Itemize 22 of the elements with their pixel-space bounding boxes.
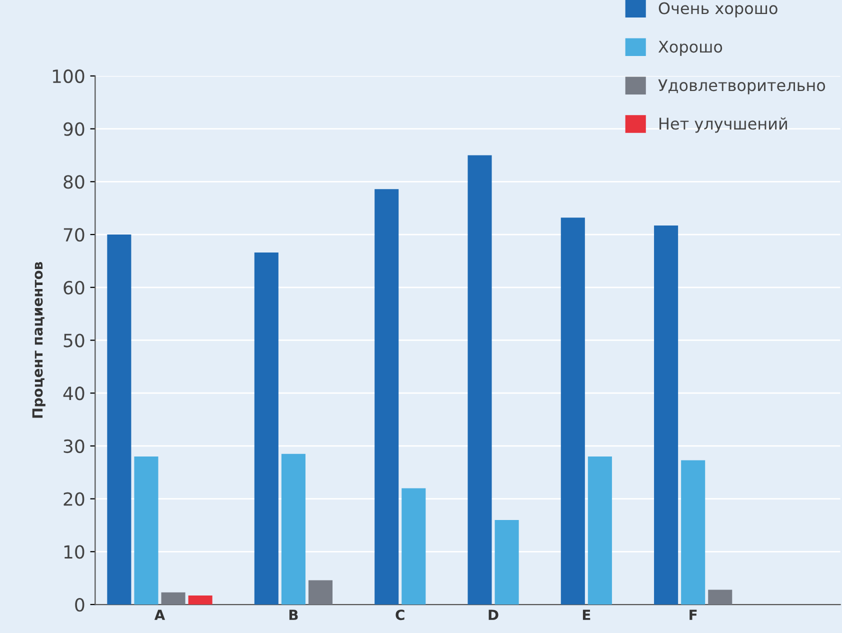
y-tick-label: 80 [64,175,84,189]
y-tick-label: 50 [64,334,84,348]
x-tick-label: A [154,610,166,620]
y-tick-label: 0 [75,598,84,612]
legend-label: Нет улучшений [660,117,787,133]
x-tick-label: F [690,610,697,620]
legend-label: Хорошо [658,40,722,56]
y-tick-label: 70 [64,228,84,242]
y-tick-label: 20 [64,492,84,506]
x-tick-label: C [396,610,404,620]
y-axis-title: Процент пациентов [32,262,46,418]
y-tick-label: 100 [52,69,84,84]
x-tick-label: D [488,610,498,620]
y-tick-label: 90 [64,122,84,136]
x-tick-label: B [289,610,298,620]
y-tick-label: 10 [64,545,84,559]
y-tick-label: 60 [64,280,84,294]
x-tick-label: E [582,610,590,620]
y-tick-label: 30 [64,439,84,454]
legend-label: Очень хорошо [658,2,778,18]
legend-label: Удовлетворительно [658,79,826,94]
y-tick-label: 40 [63,386,84,400]
